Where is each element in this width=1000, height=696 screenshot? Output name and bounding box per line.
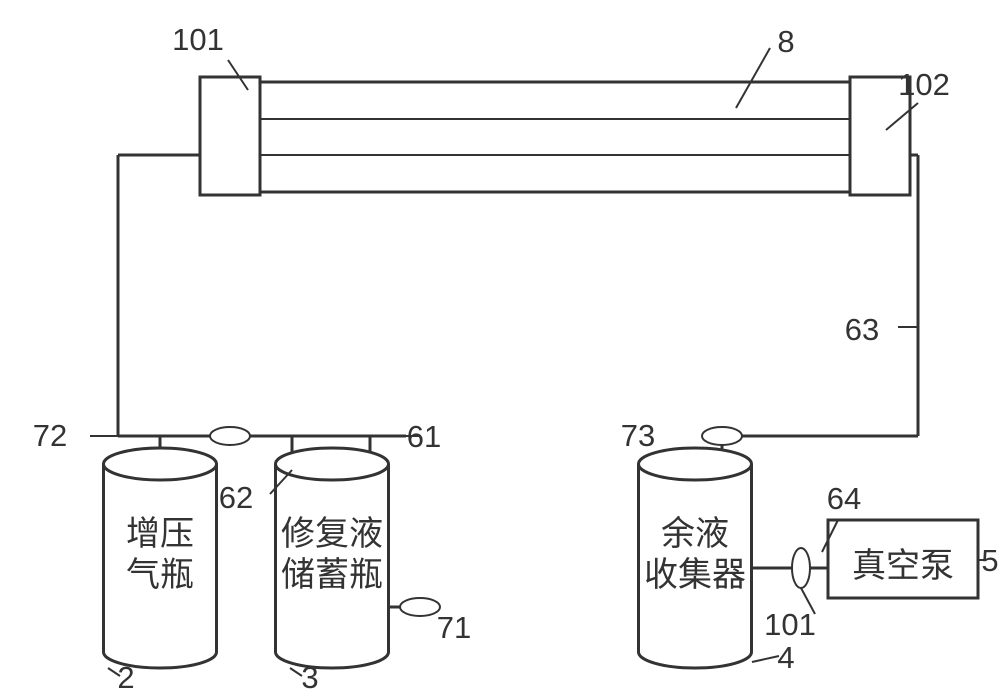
label-8: 8 bbox=[777, 24, 794, 60]
label-62: 62 bbox=[219, 480, 253, 516]
label-64: 64 bbox=[827, 481, 861, 517]
label-63: 63 bbox=[845, 312, 879, 348]
collector-cylinder-text: 余液收集器 bbox=[639, 514, 752, 596]
label-72: 72 bbox=[33, 418, 67, 454]
vacuum-pump-text: 真空泵 bbox=[828, 538, 978, 587]
label-101-top: 101 bbox=[172, 22, 224, 58]
label-101-bottom: 101 bbox=[764, 607, 816, 643]
label-61: 61 bbox=[407, 419, 441, 455]
label-102: 102 bbox=[898, 67, 950, 103]
booster-cylinder-text: 增压气瓶 bbox=[104, 514, 217, 596]
label-5: 5 bbox=[981, 543, 998, 579]
label-4: 4 bbox=[777, 640, 794, 676]
label-73: 73 bbox=[621, 418, 655, 454]
label-71: 71 bbox=[437, 610, 471, 646]
repair-cylinder-text: 修复液储蓄瓶 bbox=[276, 514, 389, 596]
